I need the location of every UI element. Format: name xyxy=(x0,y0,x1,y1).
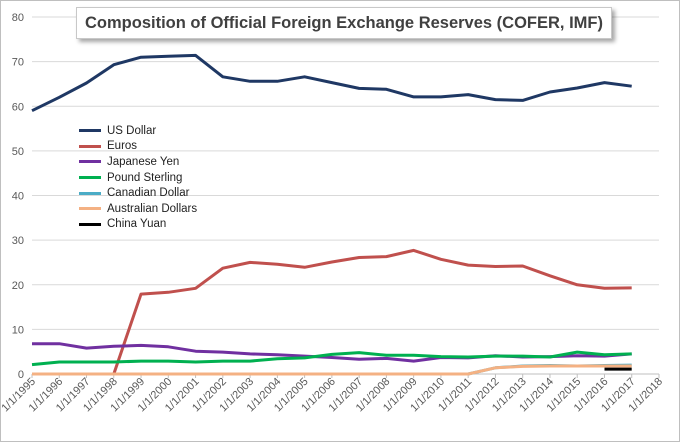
legend-swatch xyxy=(79,191,101,195)
legend-label: Australian Dollars xyxy=(107,202,198,215)
y-tick-label: 70 xyxy=(12,57,24,69)
y-tick-label: 30 xyxy=(12,235,24,247)
legend-item-china-yuan: China Yuan xyxy=(79,217,197,233)
legend-item-australian-dollars: Australian Dollars xyxy=(79,201,197,217)
legend-label: Euros xyxy=(107,140,138,153)
y-tick-label: 50 xyxy=(12,146,24,158)
y-tick-label: 60 xyxy=(12,101,24,113)
y-tick-label: 40 xyxy=(12,191,24,203)
legend-label: Canadian Dollar xyxy=(107,187,190,200)
series-line-euros xyxy=(112,248,632,375)
chart-title: Composition of Official Foreign Exchange… xyxy=(76,7,612,39)
legend-item-us-dollar: US Dollar xyxy=(79,123,197,139)
series-line-australian-dollars xyxy=(32,364,632,376)
series-lines xyxy=(31,53,632,376)
legend: US Dollar Euros Japanese Yen Pound Sterling… xyxy=(79,123,197,232)
legend-label: China Yuan xyxy=(107,218,167,231)
legend-label: Pound Sterling xyxy=(107,171,183,184)
x-tick-labels: 1/1/19951/1/19961/1/19971/1/19981/1/1999… xyxy=(1,374,665,414)
legend-label: US Dollar xyxy=(107,124,157,137)
y-tick-labels: 0 10 20 30 40 50 60 70 80 xyxy=(12,12,24,381)
y-tick-label: 10 xyxy=(12,324,24,336)
legend-swatch xyxy=(79,129,101,133)
legend-swatch xyxy=(79,222,101,226)
legend-swatch xyxy=(79,207,101,211)
y-tick-label: 0 xyxy=(18,369,24,381)
legend-item-pound-sterling: Pound Sterling xyxy=(79,170,197,186)
legend-swatch xyxy=(79,176,101,180)
legend-item-euros: Euros xyxy=(79,139,197,155)
legend-swatch xyxy=(79,160,101,164)
legend-swatch xyxy=(79,144,101,148)
legend-item-canadian-dollar: Canadian Dollar xyxy=(79,185,197,201)
gridlines xyxy=(32,16,659,330)
legend-label: Japanese Yen xyxy=(107,155,180,168)
legend-item-japanese-yen: Japanese Yen xyxy=(79,154,197,170)
y-tick-label: 80 xyxy=(12,12,24,24)
series-line-us-dollar xyxy=(31,53,632,113)
series-line-pound-sterling xyxy=(31,350,632,367)
y-tick-label: 20 xyxy=(12,280,24,292)
